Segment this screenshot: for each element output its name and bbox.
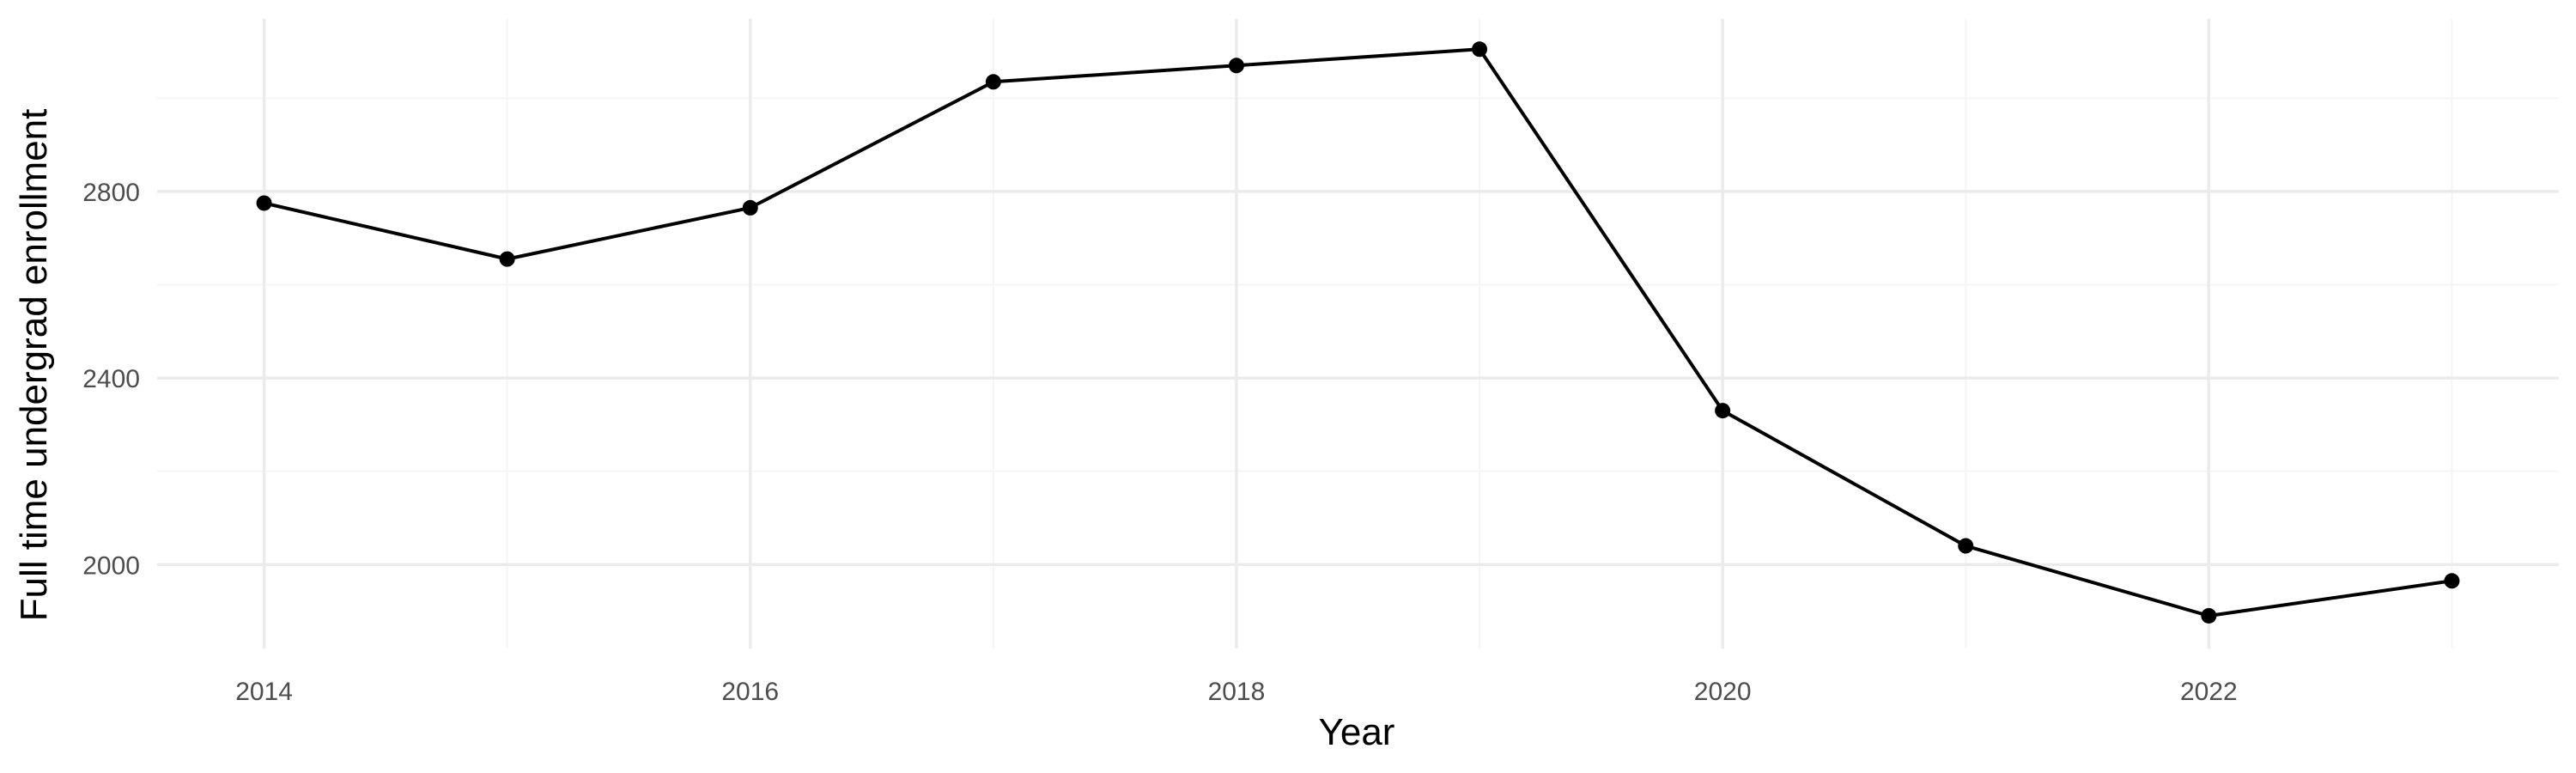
- x-tick-label: 2020: [1694, 678, 1752, 706]
- x-tick-label: 2018: [1208, 678, 1266, 706]
- y-tick-label: 2000: [82, 551, 140, 580]
- data-point: [742, 199, 758, 216]
- data-point: [1715, 403, 1731, 419]
- data-point: [985, 74, 1001, 90]
- series-line-layer: [264, 47, 2452, 618]
- data-point: [1472, 41, 1488, 58]
- series-line: [264, 47, 2452, 618]
- data-point: [1958, 538, 1974, 554]
- data-point: [499, 251, 515, 267]
- grid-layer: [157, 19, 2559, 648]
- x-axis-title: Year: [1319, 711, 1395, 753]
- x-tick-label: 2016: [721, 678, 779, 706]
- y-axis-tick-labels: 2000 2400 2800: [82, 179, 140, 580]
- y-tick-label: 2800: [82, 179, 140, 207]
- data-point: [256, 195, 272, 211]
- y-axis-title: Full time undergrad enrollment: [13, 109, 55, 622]
- y-tick-label: 2400: [82, 365, 140, 393]
- x-tick-label: 2014: [235, 678, 293, 706]
- data-point: [2201, 607, 2217, 624]
- x-axis-tick-labels: 2014 2016 2018 2020 2022: [235, 678, 2238, 706]
- x-tick-label: 2022: [2180, 678, 2238, 706]
- data-point: [2444, 573, 2460, 589]
- data-point: [1228, 58, 1244, 74]
- data-points-layer: [256, 41, 2460, 624]
